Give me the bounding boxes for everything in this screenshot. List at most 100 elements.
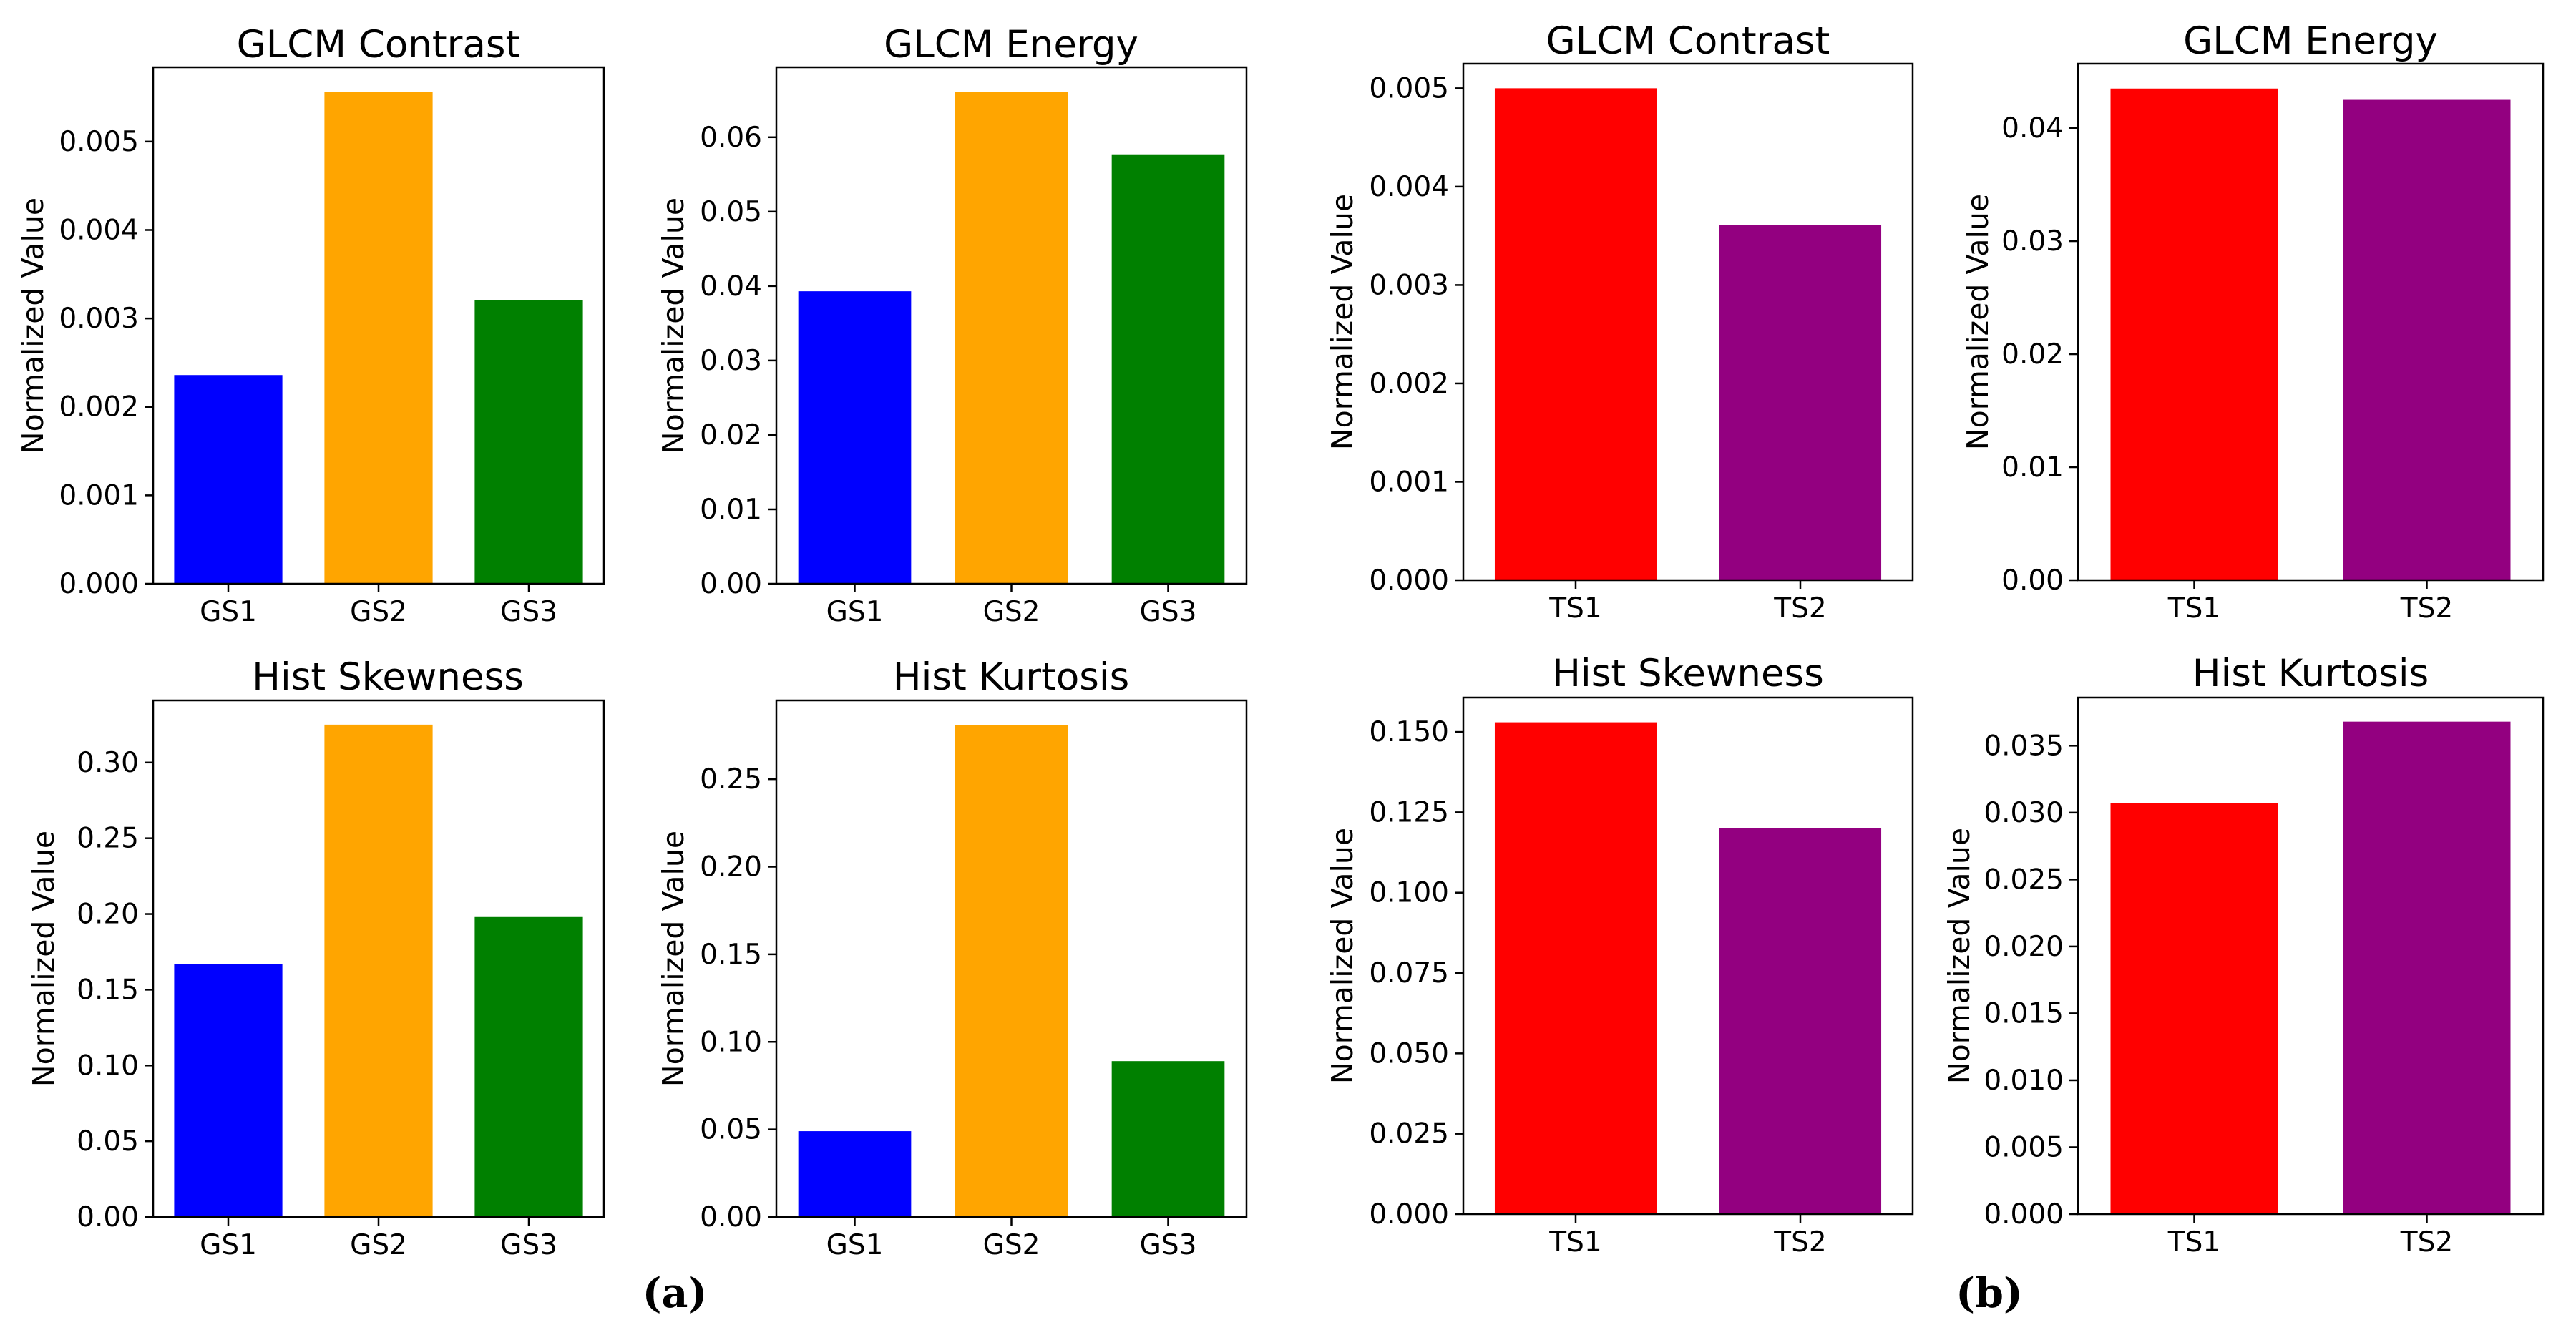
chart-title: Hist Skewness <box>1552 652 1824 695</box>
bar-ts1 <box>1494 722 1657 1214</box>
y-tick-label: 0.00 <box>700 1201 762 1233</box>
y-axis-label: Normalized Value <box>26 831 61 1087</box>
chart-b-glcm-contrast: GLCM Contrast Normalized Value 0.000 0.00… <box>1325 19 1914 625</box>
y-tick-label: 0.10 <box>77 1050 139 1082</box>
chart-b-glcm-energy: GLCM Energy Normalized Value 0.00 0.01 0.0… <box>1961 19 2545 625</box>
x-tick-label: TS2 <box>1773 1226 1826 1258</box>
bar-gs3 <box>474 916 583 1217</box>
y-tick-label: 0.020 <box>1984 931 2064 963</box>
y-tick-label: 0.01 <box>2001 451 2064 484</box>
y-tick-label: 0.005 <box>1369 72 1449 104</box>
y-tick-label: 0.00 <box>77 1201 139 1233</box>
y-tick-label: 0.030 <box>1984 797 2064 829</box>
y-tick-label: 0.20 <box>700 851 762 884</box>
x-tick-label: TS2 <box>2400 1226 2453 1258</box>
y-tick-label: 0.03 <box>700 345 762 377</box>
y-tick-label: 0.20 <box>77 899 139 931</box>
y-tick-label: 0.005 <box>59 126 139 158</box>
x-tick-label: GS1 <box>826 1229 884 1261</box>
y-axis-label: Normalized Value <box>656 197 691 454</box>
plot-frame <box>775 66 1248 585</box>
bar-gs2 <box>955 725 1068 1217</box>
y-axis-label: Normalized Value <box>16 197 50 454</box>
x-tick-label: GS3 <box>500 596 557 628</box>
y-tick-label: 0.15 <box>700 939 762 971</box>
x-tick-label: GS3 <box>500 1229 557 1261</box>
y-tick-label: 0.000 <box>1984 1198 2064 1231</box>
chart-a-hist-kurtosis: Hist Kurtosis Normalized Value 0.00 0.05 0… <box>656 655 1248 1261</box>
chart-title: GLCM Energy <box>2183 19 2438 63</box>
chart-title: GLCM Contrast <box>1546 19 1830 63</box>
y-tick-label: 0.00 <box>700 568 762 600</box>
y-axis-label: Normalized Value <box>1942 828 1976 1084</box>
y-tick-label: 0.010 <box>1984 1065 2064 1097</box>
chart-title: Hist Kurtosis <box>2192 652 2429 695</box>
x-tick-label: TS1 <box>1548 1226 1601 1258</box>
y-tick-label: 0.035 <box>1984 730 2064 762</box>
chart-title: GLCM Energy <box>884 23 1138 67</box>
y-axis-label: Normalized Value <box>1325 194 1360 450</box>
y-tick-label: 0.001 <box>1369 466 1449 498</box>
y-tick-label: 0.04 <box>700 270 762 303</box>
plot-frame <box>1462 696 1914 1216</box>
x-tick-label: GS3 <box>1140 1229 1197 1261</box>
bar-gs2 <box>324 92 433 584</box>
x-tick-label: TS1 <box>1548 592 1601 625</box>
chart-b-hist-kurtosis: Hist Kurtosis Normalized Value 0.000 0.00… <box>1942 652 2545 1258</box>
x-tick-label: TS1 <box>2167 592 2220 625</box>
y-tick-label: 0.05 <box>700 196 762 228</box>
x-tick-label: TS1 <box>2167 1226 2220 1258</box>
y-tick-label: 0.10 <box>700 1026 762 1058</box>
bar-gs2 <box>324 724 433 1217</box>
bar-ts1 <box>2110 88 2278 580</box>
y-tick-label: 0.002 <box>59 391 139 424</box>
y-tick-label: 0.25 <box>700 763 762 796</box>
y-tick-label: 0.05 <box>700 1114 762 1146</box>
bar-ts2 <box>1719 828 1882 1214</box>
y-tick-label: 0.05 <box>77 1125 139 1158</box>
x-tick-label: GS2 <box>983 596 1040 628</box>
y-tick-label: 0.25 <box>77 823 139 855</box>
bar-ts2 <box>2343 721 2511 1214</box>
chart-title: GLCM Contrast <box>237 23 521 67</box>
bar-ts2 <box>1719 225 1882 580</box>
y-tick-label: 0.02 <box>700 419 762 451</box>
chart-b-hist-skewness: Hist Skewness Normalized Value 0.000 0.02… <box>1325 652 1914 1258</box>
y-tick-label: 0.150 <box>1369 716 1449 748</box>
bar-ts1 <box>1494 88 1657 580</box>
chart-a-hist-skewness: Hist Skewness Normalized Value 0.00 0.05 0… <box>26 655 605 1261</box>
y-tick-label: 0.15 <box>77 974 139 1006</box>
y-tick-label: 0.004 <box>1369 171 1449 203</box>
bar-gs3 <box>474 300 583 584</box>
y-tick-label: 0.015 <box>1984 997 2064 1030</box>
x-tick-label: GS3 <box>1140 596 1197 628</box>
x-tick-label: GS1 <box>826 596 884 628</box>
bar-gs1 <box>174 375 283 584</box>
y-tick-label: 0.02 <box>2001 338 2064 371</box>
x-tick-label: GS2 <box>350 1229 407 1261</box>
y-tick-label: 0.004 <box>59 214 139 246</box>
x-tick-label: GS1 <box>200 1229 257 1261</box>
y-tick-label: 0.06 <box>700 122 762 154</box>
bar-gs1 <box>798 1131 912 1217</box>
y-tick-label: 0.04 <box>2001 112 2064 145</box>
bar-gs1 <box>798 291 912 584</box>
x-tick-label: GS1 <box>200 596 257 628</box>
y-tick-label: 0.03 <box>2001 225 2064 258</box>
y-tick-label: 0.00 <box>2001 564 2064 597</box>
y-tick-label: 0.000 <box>1369 1198 1449 1231</box>
panel-label-a: (a) <box>643 1269 708 1317</box>
chart-a-glcm-contrast: GLCM Contrast Normalized Value 0.000 0.00… <box>16 23 605 628</box>
y-tick-label: 0.003 <box>1369 269 1449 301</box>
plot-frame <box>152 699 605 1218</box>
y-tick-label: 0.01 <box>700 494 762 526</box>
y-tick-label: 0.002 <box>1369 368 1449 400</box>
y-tick-label: 0.000 <box>1369 564 1449 597</box>
x-tick-label: TS2 <box>1773 592 1826 625</box>
bar-gs1 <box>174 964 283 1217</box>
bar-gs3 <box>1111 1061 1225 1217</box>
bar-gs3 <box>1111 154 1225 585</box>
y-tick-label: 0.025 <box>1369 1118 1449 1150</box>
panel-label-b: (b) <box>1956 1269 2023 1317</box>
